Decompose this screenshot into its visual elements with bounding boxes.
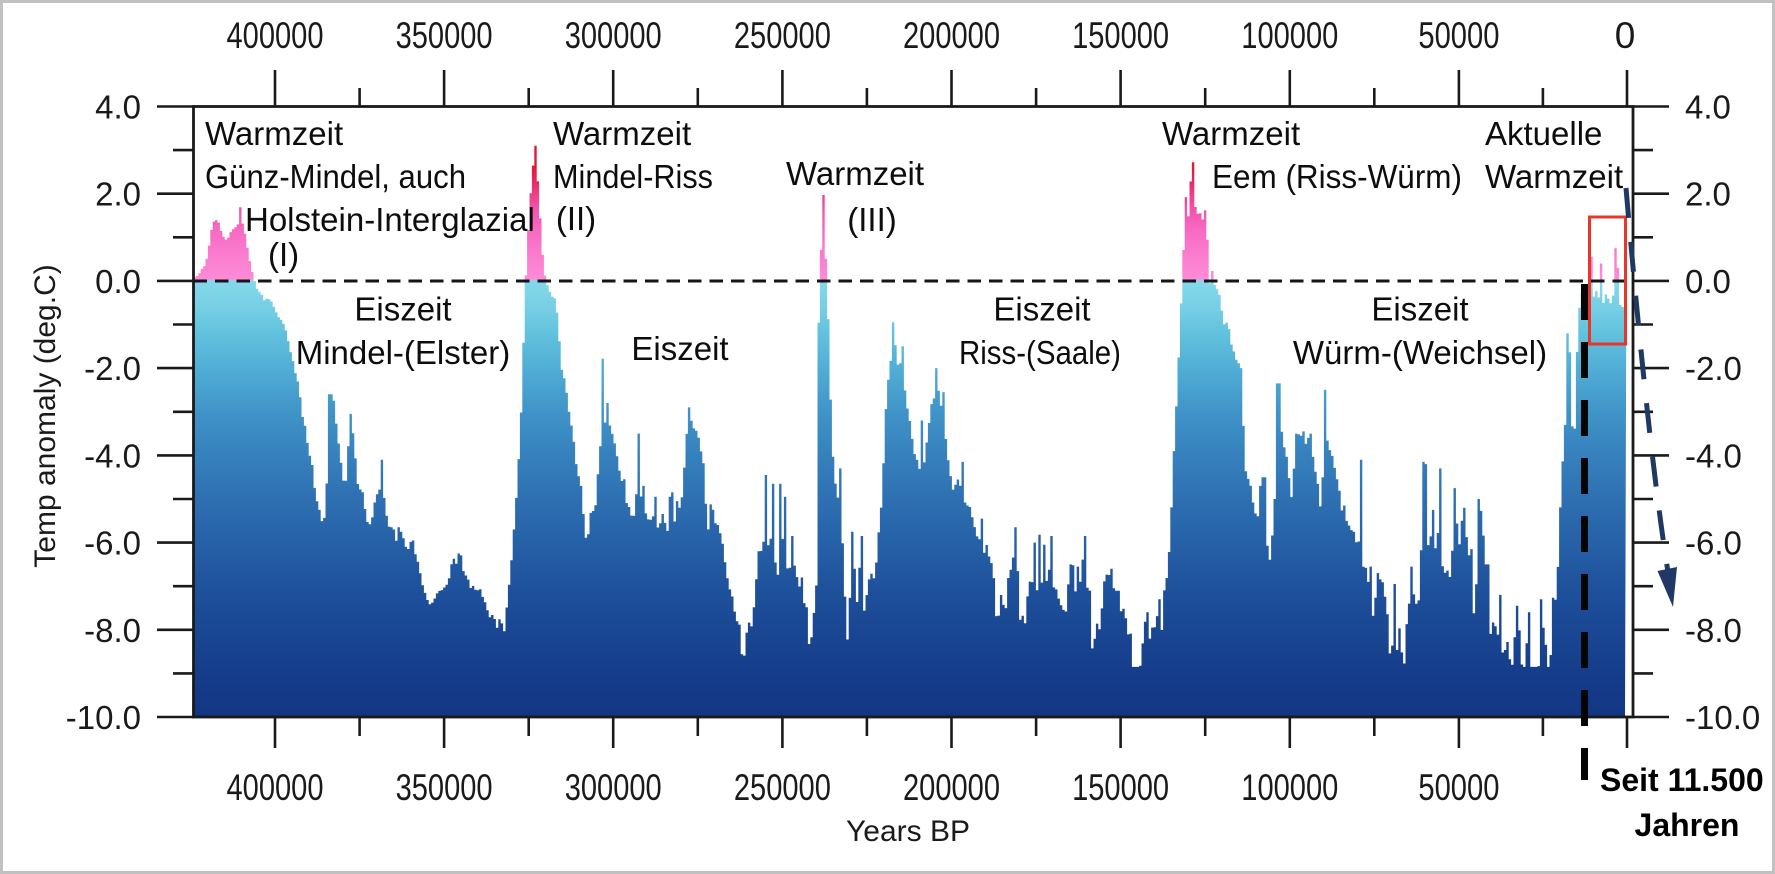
svg-text:50000: 50000	[1418, 767, 1499, 808]
svg-text:-10.0: -10.0	[1685, 699, 1760, 736]
svg-text:Seit 11.500: Seit 11.500	[1600, 762, 1764, 798]
svg-text:4.0: 4.0	[1685, 89, 1731, 126]
svg-text:Eiszeit: Eiszeit	[631, 330, 728, 367]
svg-text:350000: 350000	[396, 15, 493, 56]
svg-text:0.0: 0.0	[95, 263, 141, 300]
svg-text:300000: 300000	[565, 767, 662, 808]
svg-text:Warmzeit: Warmzeit	[553, 115, 691, 152]
svg-text:-6.0: -6.0	[1685, 525, 1742, 562]
svg-text:50000: 50000	[1418, 15, 1499, 56]
svg-text:Eiszeit: Eiszeit	[993, 291, 1090, 328]
svg-text:Years BP: Years BP	[846, 815, 970, 848]
svg-text:300000: 300000	[565, 15, 662, 56]
svg-text:-6.0: -6.0	[84, 525, 141, 562]
svg-text:Mindel-(Elster): Mindel-(Elster)	[296, 334, 511, 371]
svg-text:-8.0: -8.0	[84, 612, 141, 649]
svg-text:100000: 100000	[1241, 767, 1338, 808]
svg-text:0: 0	[1615, 15, 1636, 56]
svg-text:Temp anomaly (deg.C): Temp anomaly (deg.C)	[29, 264, 62, 567]
svg-text:Riss-(Saale): Riss-(Saale)	[959, 334, 1121, 371]
svg-text:Würm-(Weichsel): Würm-(Weichsel)	[1293, 334, 1547, 371]
svg-text:-2.0: -2.0	[1685, 350, 1742, 387]
svg-text:Mindel-Riss: Mindel-Riss	[553, 158, 713, 195]
svg-text:150000: 150000	[1072, 15, 1169, 56]
svg-text:-10.0: -10.0	[66, 699, 141, 736]
svg-text:Eiszeit: Eiszeit	[354, 291, 451, 328]
svg-text:-4.0: -4.0	[84, 437, 141, 474]
svg-text:250000: 250000	[734, 15, 831, 56]
svg-text:400000: 400000	[227, 15, 324, 56]
svg-text:Holstein-Interglazial: Holstein-Interglazial	[245, 201, 535, 238]
svg-text:Warmzeit: Warmzeit	[786, 155, 924, 192]
svg-text:200000: 200000	[903, 767, 1000, 808]
svg-text:-8.0: -8.0	[1685, 612, 1742, 649]
svg-text:(I): (I)	[268, 236, 299, 273]
svg-text:2.0: 2.0	[95, 176, 141, 213]
svg-text:-4.0: -4.0	[1685, 437, 1742, 474]
svg-text:Jahren: Jahren	[1635, 807, 1740, 843]
svg-text:-2.0: -2.0	[84, 350, 141, 387]
svg-text:250000: 250000	[734, 767, 831, 808]
svg-text:0.0: 0.0	[1685, 263, 1731, 300]
svg-text:100000: 100000	[1241, 15, 1338, 56]
svg-text:Warmzeit: Warmzeit	[205, 115, 343, 152]
svg-text:200000: 200000	[903, 15, 1000, 56]
svg-text:400000: 400000	[227, 767, 324, 808]
svg-text:Eiszeit: Eiszeit	[1371, 291, 1468, 328]
svg-text:(III): (III)	[847, 201, 896, 238]
svg-text:350000: 350000	[396, 767, 493, 808]
svg-text:(II): (II)	[556, 200, 596, 237]
svg-text:Eem (Riss-Würm): Eem (Riss-Würm)	[1212, 158, 1462, 195]
svg-text:150000: 150000	[1072, 767, 1169, 808]
svg-text:Günz-Mindel, auch: Günz-Mindel, auch	[205, 158, 466, 195]
svg-text:4.0: 4.0	[95, 89, 141, 126]
svg-text:2.0: 2.0	[1685, 176, 1731, 213]
svg-text:Warmzeit: Warmzeit	[1485, 158, 1623, 195]
svg-text:Warmzeit: Warmzeit	[1162, 115, 1300, 152]
svg-text:Aktuelle: Aktuelle	[1485, 115, 1602, 152]
